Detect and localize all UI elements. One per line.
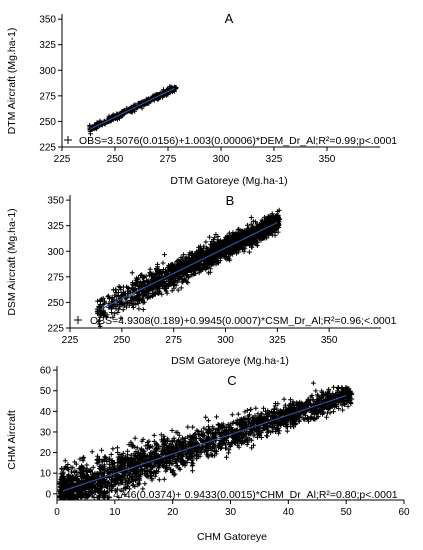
panel-b-points (94, 207, 282, 329)
panel-b-x-tick-label: 250 (113, 335, 130, 346)
panel-c-letter: C (227, 373, 236, 388)
panel-b-scatter-markers (94, 207, 282, 329)
panel-b-y-tick-label: 325 (47, 221, 64, 232)
panel-a-legend-marker (64, 136, 72, 144)
panel-c-y-tick-label: 10 (40, 469, 52, 480)
panel-a-letter: A (225, 11, 234, 26)
panel-a-x-tick-label: 350 (319, 154, 336, 165)
panel-c-x-tick-label: 60 (398, 507, 410, 518)
panel-a-y-tick-label: 250 (39, 117, 56, 128)
panel-a-y-title: DTM Aircraft (Mg.ha-1) (6, 28, 18, 135)
panel-a-x-tick-label: 275 (160, 154, 177, 165)
panel-b-equation-group: OBS=4.9308(0.189)+0.9945(0.0007)*CSM_Dr_… (74, 315, 397, 327)
panel-c-equation: OBS=0.4746(0.0374)+ 0.9433(0.0015)*CHM_D… (76, 489, 398, 501)
panel-c-y-tick-label: 30 (40, 427, 52, 438)
panel-c-x-tick-label: 10 (109, 507, 121, 518)
panel-c-y-tick-label: 20 (40, 448, 52, 459)
panel-c-y-title: CHM Aircraft (6, 410, 18, 470)
panel-b-x-tick-label: 300 (217, 335, 234, 346)
panel-a-y-tick-label: 300 (39, 66, 56, 77)
panel-b-y-title: DSM Aircraft (Mg.ha-1) (6, 208, 18, 315)
panel-b-y-tick-label: 350 (47, 196, 64, 207)
panel-a-scatter-markers (87, 84, 179, 137)
panel-c-y-tick-label: 0 (45, 489, 51, 500)
panel-b-y-tick-label: 300 (47, 247, 64, 258)
panel-c-y-tick-label: 60 (40, 366, 52, 377)
panel-b-y-tick-label: 275 (47, 272, 64, 283)
panel-c-scatter-markers (57, 380, 355, 501)
panel-b-x-tick-label: 325 (269, 335, 286, 346)
panel-c-fit-line (62, 395, 347, 492)
panel-b-letter: B (226, 193, 235, 208)
panel-c-x-title: CHM Gatoreye (197, 531, 267, 543)
panel-a-ticks: 225 250 275 300 325 350 225 250 275 300 325 350 (39, 15, 335, 165)
panel-c-equation-group: OBS=0.4746(0.0374)+ 0.9433(0.0015)*CHM_D… (62, 489, 398, 501)
panel-c-x-tick-label: 20 (167, 507, 179, 518)
panel-a-fit-line (89, 87, 175, 130)
panel-c-x-tick-label: 30 (225, 507, 237, 518)
panel-b-x-title: DSM Gatoreye (Mg.ha-1) (171, 355, 289, 367)
panel-a-equation: OBS=3.5076(0.0156)+1.003(0.00006)*DEM_Dr… (79, 135, 397, 147)
panel-a-equation-group: OBS=3.5076(0.0156)+1.003(0.00006)*DEM_Dr… (64, 135, 397, 147)
panel-c-points (57, 380, 355, 501)
panel-b: B 225 250 275 300 325 350 225 250 275 300 325 350 O… (6, 193, 397, 367)
panel-b-equation: OBS=4.9308(0.189)+0.9945(0.0007)*CSM_Dr_… (90, 315, 397, 327)
panel-b-fit-line (100, 221, 278, 310)
panel-b-x-tick-label: 275 (165, 335, 182, 346)
panel-a-x-tick-label: 300 (213, 154, 230, 165)
panel-c-ticks: 0 10 20 30 40 50 60 0 10 20 30 40 50 60 (40, 366, 410, 518)
panel-a-y-tick-label: 225 (39, 143, 56, 154)
panel-a-axis-frame (61, 14, 380, 148)
panel-c-legend-marker (62, 490, 70, 498)
panel-b-ticks: 225 250 275 300 325 350 225 250 275 300 325 350 (47, 196, 338, 346)
panel-c: C 0 10 20 30 40 50 60 0 10 20 30 40 50 60 OBS=0.4746(… (6, 366, 410, 543)
panel-b-axis-frame (69, 195, 381, 329)
panel-a-x-tick-label: 325 (266, 154, 283, 165)
panel-b-x-tick-label: 225 (62, 335, 79, 346)
panel-b-legend-marker (74, 316, 82, 324)
panel-a-y-tick-label: 275 (39, 91, 56, 102)
panel-a-x-title: DTM Gatoreye (Mg.ha-1) (170, 175, 287, 187)
panel-b-y-tick-label: 225 (47, 324, 64, 335)
panel-c-y-tick-label: 40 (40, 407, 52, 418)
panel-a-points (87, 84, 179, 137)
panel-a: A 225 250 275 300 325 350 225 250 275 300 325 350 O… (6, 11, 397, 187)
panel-c-x-tick-label: 50 (341, 507, 353, 518)
panel-b-y-tick-label: 250 (47, 298, 64, 309)
panel-c-y-tick-label: 50 (40, 386, 52, 397)
panel-a-x-tick-label: 225 (54, 154, 71, 165)
panel-a-y-tick-label: 350 (39, 15, 56, 26)
panel-c-x-tick-label: 40 (283, 507, 295, 518)
panel-b-x-tick-label: 350 (321, 335, 338, 346)
panel-c-x-tick-label: 0 (54, 507, 60, 518)
panel-a-x-tick-label: 250 (107, 154, 124, 165)
panel-a-y-tick-label: 325 (39, 40, 56, 51)
